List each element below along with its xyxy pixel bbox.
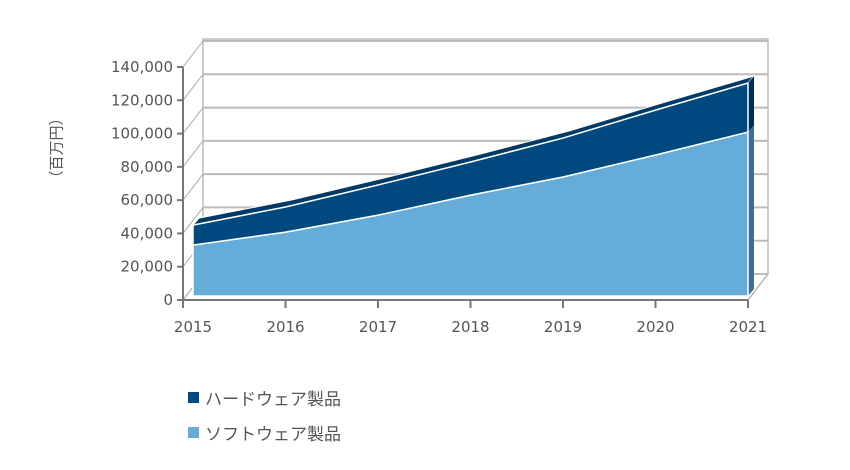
gridline-depth xyxy=(182,207,204,234)
y-tick-label: 20,000 xyxy=(121,258,174,276)
y-tick-label: 100,000 xyxy=(111,125,173,143)
y-tick-label: 120,000 xyxy=(111,91,173,109)
gridline-depth xyxy=(182,107,204,134)
gridline-depth xyxy=(182,140,204,168)
x-tick-label: 2019 xyxy=(544,318,582,336)
y-axis-title: （百万円） xyxy=(47,110,66,186)
y-tick-label: 40,000 xyxy=(121,224,174,242)
legend-swatch-software xyxy=(188,427,199,438)
y-tick-label: 80,000 xyxy=(121,158,174,176)
legend-label-software: ソフトウェア製品 xyxy=(205,425,341,445)
legend-item-software: ソフトウェア製品 xyxy=(188,420,341,445)
x-tick-label: 2017 xyxy=(359,318,397,336)
gridline-depth xyxy=(182,73,204,101)
series-side-software xyxy=(748,125,754,296)
y-tick-label: 60,000 xyxy=(121,191,174,209)
x-tick-label: 2020 xyxy=(636,318,674,336)
y-tick-label: 140,000 xyxy=(111,58,173,76)
series-side-hardware xyxy=(748,75,754,133)
x-tick-label: 2015 xyxy=(174,318,212,336)
y-tick-label: 0 xyxy=(163,291,173,309)
x-tick-label: 2016 xyxy=(266,318,304,336)
series-area-hardware xyxy=(192,81,749,246)
legend-label-hardware: ハードウェア製品 xyxy=(205,390,341,410)
gridline-depth xyxy=(182,40,204,68)
x-tick-label: 2021 xyxy=(729,318,767,336)
legend-swatch-hardware xyxy=(188,392,199,403)
legend-item-hardware: ハードウェア製品 xyxy=(188,385,341,410)
x-tick-label: 2018 xyxy=(451,318,489,336)
gridline-depth xyxy=(182,173,204,201)
